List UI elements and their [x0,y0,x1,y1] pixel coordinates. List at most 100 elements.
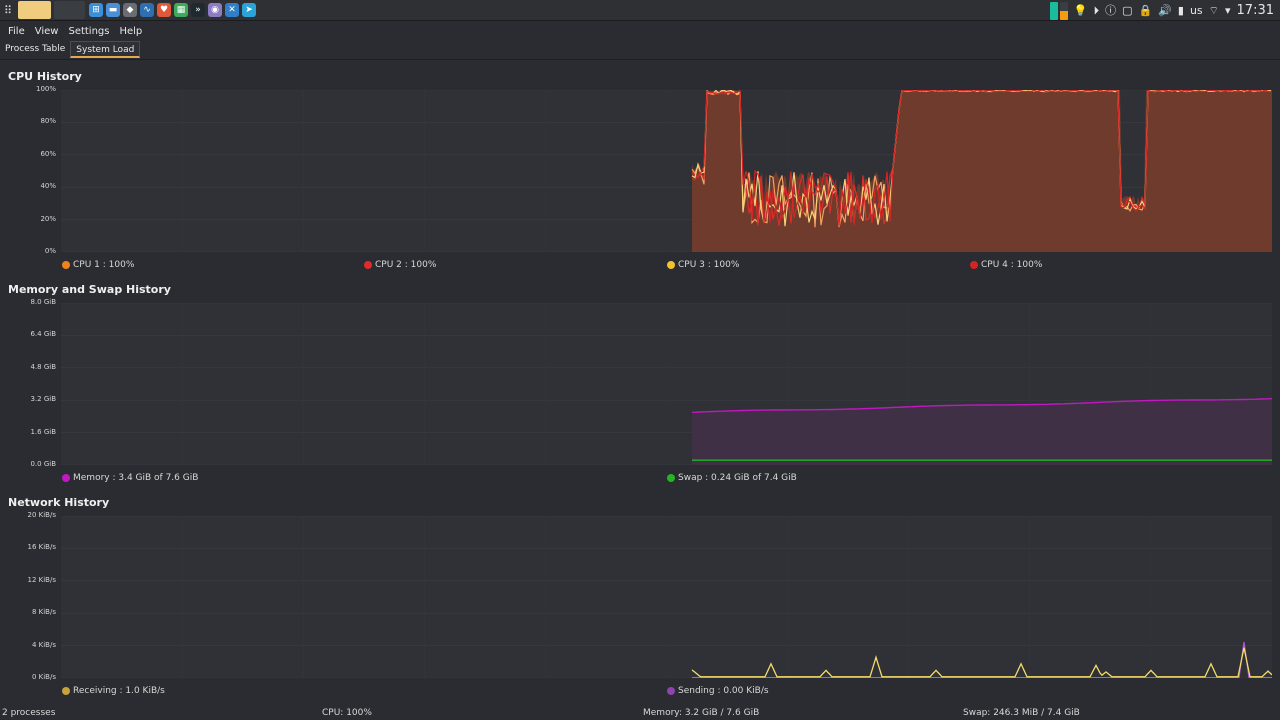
cpu-legend-item: CPU 3 : 100% [667,260,739,270]
lock-icon[interactable]: 🔒 [1138,4,1153,17]
status-processes: 2 processes [2,708,56,718]
status-memory: Memory: 3.2 GiB / 7.6 GiB [643,708,760,718]
kde-connect-icon[interactable]: ⊞ [89,3,103,17]
network-graph [61,516,1272,678]
cpu-y-tick: 100% [35,85,56,93]
tab-system-load[interactable]: System Load [70,41,141,58]
memory-history-title: Memory and Swap History [8,283,171,296]
memory-y-tick: 4.8 GiB [30,362,56,371]
cpu-usage-area [692,90,1272,252]
legend-color-dot [970,261,978,269]
system-tray: 💡 ⏵ ⓘ ▢ 🔒 🔊 ▮ us ⌔ ▾ 17:31 [1049,0,1280,21]
tab-bar: Process Table System Load [0,41,141,59]
legend-label: Memory : 3.4 GiB of 7.6 GiB [73,473,199,483]
task-button[interactable] [54,1,85,19]
menu-help[interactable]: Help [119,25,143,37]
legend-label: CPU 2 : 100% [375,260,437,270]
clock[interactable]: 17:31 [1236,3,1274,18]
waveform-icon[interactable]: ∿ [140,3,154,17]
battery-icon[interactable] [1049,1,1068,20]
memory-y-tick: 0.0 GiB [30,460,56,468]
cpu-y-tick: 60% [40,149,56,158]
notes-icon[interactable]: ▦ [174,3,188,17]
notification-icon[interactable]: ⓘ [1105,4,1117,17]
memory-usage-area [692,398,1272,465]
legend-label: Swap : 0.24 GiB of 7.4 GiB [678,473,797,483]
browser-icon[interactable]: ♥ [157,3,171,17]
cpu-legend-item: CPU 4 : 100% [970,260,1042,270]
keyboard-layout-indicator[interactable]: us [1189,4,1203,17]
legend-label: CPU 1 : 100% [73,260,135,270]
memory-history-plot [61,303,1272,465]
telegram-icon[interactable]: ➤ [242,3,256,17]
tray-expand-icon[interactable]: ▾ [1225,4,1231,17]
legend-color-dot [667,687,675,695]
legend-color-dot [62,687,70,695]
terminal-icon[interactable]: » [191,3,205,17]
cpu-history-plot [61,90,1272,252]
volume-icon[interactable]: 🔊 [1158,4,1172,17]
menu-settings[interactable]: Settings [68,25,110,37]
network-legend-item: Sending : 0.00 KiB/s [667,686,769,696]
legend-label: CPU 4 : 100% [981,260,1043,270]
lightbulb-icon[interactable]: 💡 [1073,4,1088,17]
network-history-title: Network History [8,496,110,509]
tab-divider [0,59,1280,60]
memory-y-tick: 1.6 GiB [30,427,56,436]
network-y-tick: 8 KiB/s [31,608,56,617]
legend-color-dot [667,474,675,482]
network-y-tick: 20 KiB/s [27,511,56,519]
memory-graph [61,303,1272,465]
cpu-legend-item: CPU 1 : 100% [62,260,134,270]
cpu-4-line [691,90,1272,226]
legend-label: CPU 3 : 100% [678,260,740,270]
cpu-legend-item: CPU 2 : 100% [364,260,436,270]
vpn-icon[interactable]: ◆ [123,3,137,17]
memory-y-tick: 8.0 GiB [30,298,56,306]
menu-bar: File View Settings Help [0,22,147,40]
menu-view[interactable]: View [34,25,59,37]
menu-file[interactable]: File [8,25,25,37]
sending-line [692,641,1272,678]
active-task-button[interactable] [18,1,51,19]
cpu-history-title: CPU History [8,70,82,83]
cpu-y-tick: 0% [44,247,56,255]
file-manager-icon[interactable]: ▬ [106,3,120,17]
tab-process-table[interactable]: Process Table [5,44,66,54]
wifi-icon[interactable]: ⌔ [1208,4,1219,17]
cpu-y-tick: 40% [40,182,56,191]
network-legend-item: Receiving : 1.0 KiB/s [62,686,165,696]
status-bar: 2 processes CPU: 100% Memory: 3.2 GiB / … [0,705,1280,720]
legend-color-dot [62,261,70,269]
usb-icon[interactable]: ▮ [1177,4,1184,17]
app-launcher-icon[interactable]: ⠿ [3,3,13,17]
memory-legend-item: Memory : 3.4 GiB of 7.6 GiB [62,473,198,483]
vscode-icon[interactable]: ✕ [225,3,239,17]
receiving-line [691,647,1272,678]
pinned-apps: ⊞ ▬ ◆ ∿ ♥ ▦» ◉ ✕ ➤ [89,3,256,17]
network-y-tick: 0 KiB/s [31,673,56,681]
legend-color-dot [667,261,675,269]
legend-color-dot [364,261,372,269]
clipboard-icon[interactable]: ▢ [1122,4,1133,17]
status-cpu: CPU: 100% [322,708,372,718]
network-y-tick: 4 KiB/s [31,640,56,649]
memory-line [691,397,1272,413]
status-swap: Swap: 246.3 MiB / 7.4 GiB [963,708,1080,718]
cpu-y-tick: 20% [40,214,56,223]
network-y-tick: 12 KiB/s [27,575,56,584]
globe-icon[interactable]: ◉ [208,3,222,17]
top-panel: ⠿ ⊞ ▬ ◆ ∿ ♥ ▦» ◉ ✕ ➤ 💡 ⏵ ⓘ ▢ 🔒 🔊 ▮ us ⌔ ▾ 17:31 [0,0,1280,21]
network-history-plot [61,516,1272,678]
media-play-icon[interactable]: ⏵ [1093,4,1100,17]
memory-y-tick: 6.4 GiB [30,330,56,339]
cpu-y-tick: 80% [40,117,56,126]
cpu-graph [61,90,1272,252]
legend-label: Receiving : 1.0 KiB/s [73,686,165,696]
legend-label: Sending : 0.00 KiB/s [678,686,769,696]
legend-color-dot [62,474,70,482]
memory-legend-item: Swap : 0.24 GiB of 7.4 GiB [667,473,797,483]
memory-y-tick: 3.2 GiB [30,395,56,404]
network-y-tick: 16 KiB/s [27,543,56,552]
